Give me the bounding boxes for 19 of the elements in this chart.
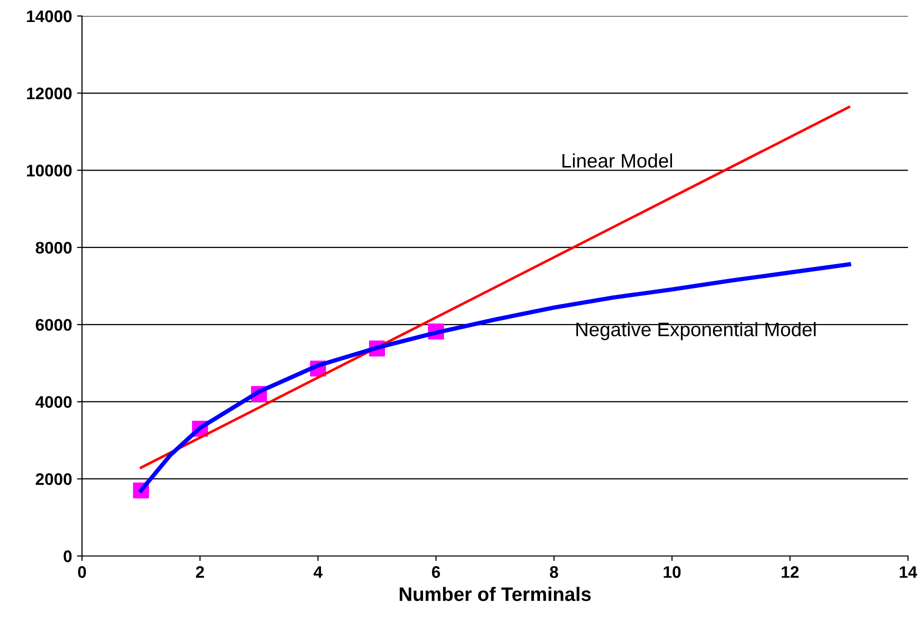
- series-label: Negative Exponential Model: [576, 322, 816, 340]
- y-tick-label: 14000: [26, 10, 72, 22]
- y-tick-label: 10000: [26, 164, 72, 176]
- x-tick-label: 8: [550, 566, 558, 578]
- y-tick-label: 4000: [35, 396, 72, 408]
- x-tick-label: 0: [78, 566, 86, 578]
- x-tick-label: 14: [900, 566, 918, 578]
- y-tick-label: 2000: [36, 473, 72, 486]
- x-tick-label: 12: [782, 566, 799, 578]
- y-tick-label: 0: [64, 550, 72, 562]
- x-tick-label: 4: [314, 566, 323, 578]
- y-tick-label: 8000: [36, 242, 72, 254]
- x-tick-label: 10: [664, 566, 681, 578]
- x-tick-label: 2: [196, 566, 204, 578]
- y-tick-label: 12000: [26, 88, 72, 100]
- series-label: Linear Model: [562, 153, 672, 168]
- y-tick-label: 6000: [36, 318, 72, 331]
- x-tick-label: 6: [432, 566, 440, 578]
- x-axis-title: Number of Terminals: [400, 586, 591, 602]
